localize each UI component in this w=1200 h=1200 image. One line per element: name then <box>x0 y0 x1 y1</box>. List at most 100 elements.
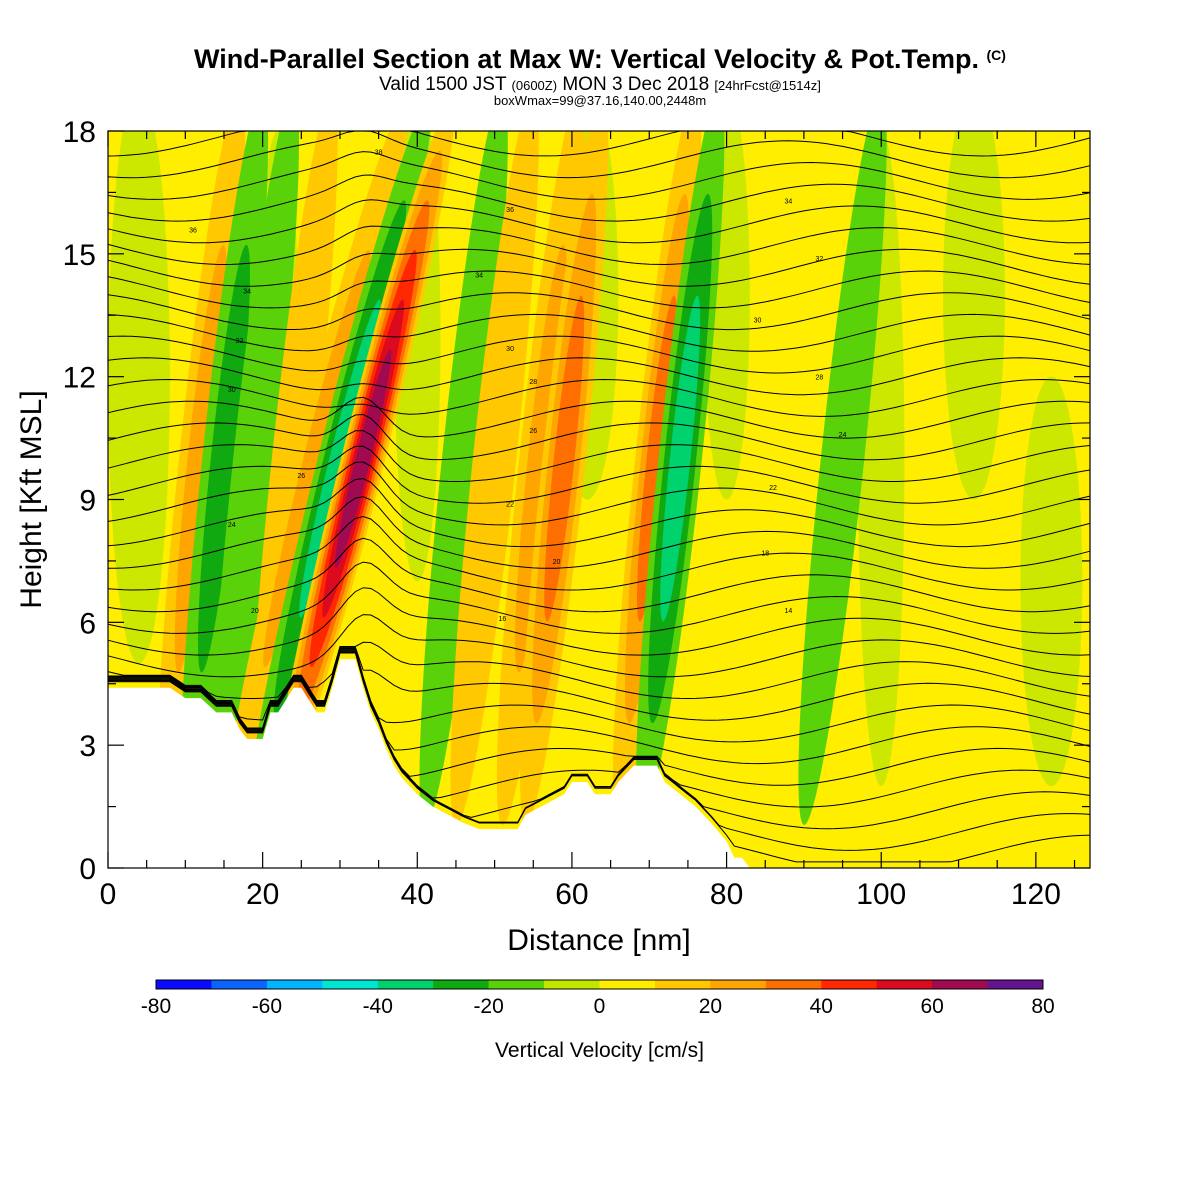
theta-contour-label: 36 <box>189 227 197 234</box>
theta-contour-label: 34 <box>243 289 251 296</box>
theta-contour-line <box>107 270 1091 309</box>
theta-contour-labels: 38 36 36 34 34 34 32 32 30 30 30 28 28 26 26 24 24 22 22 20… <box>189 149 846 623</box>
theta-contour-label: 28 <box>815 375 823 382</box>
colorbar-label: Vertical Velocity [cm/s] <box>495 1039 704 1062</box>
colorbar-swatch <box>377 980 434 989</box>
colorbar-tick-label: 60 <box>920 995 943 1018</box>
y-tick-label: 3 <box>79 730 96 763</box>
y-tick-label: 9 <box>79 485 96 518</box>
updraft-plume <box>263 249 371 668</box>
theta-contour-line <box>107 199 1091 244</box>
theta-contour-line <box>107 378 1091 417</box>
theta-contour-label: 26 <box>529 428 537 435</box>
axis-ticks <box>107 130 1090 869</box>
theta-contours <box>107 130 1091 863</box>
colorbar-tick-label: -80 <box>141 995 171 1018</box>
theta-contour-line <box>107 537 1091 613</box>
y-axis-label: Height [Kft MSL] <box>15 390 48 608</box>
theta-contour-line <box>107 614 1091 678</box>
x-tick-label: 0 <box>100 878 117 911</box>
theta-contour-line <box>107 357 1091 396</box>
theta-contour-line <box>108 651 1091 851</box>
chart-title: Wind-Parallel Section at Max W: Vertical… <box>0 44 1200 75</box>
theta-contour-line <box>107 225 1091 266</box>
colorbar-frame <box>155 979 1044 990</box>
colorbar-swatch <box>876 980 933 989</box>
x-tick-label: 80 <box>710 878 743 911</box>
y-tick-label: 0 <box>79 853 96 886</box>
x-tick-label: 40 <box>401 878 434 911</box>
theta-contour-line <box>107 561 1091 634</box>
colorbar-tick-label: -60 <box>252 995 282 1018</box>
x-tick-label: 60 <box>555 878 588 911</box>
colorbar-swatch <box>599 980 656 989</box>
theta-contour-label: 30 <box>754 317 762 324</box>
theta-contour-line <box>107 248 1091 287</box>
theta-contour-line <box>108 652 1091 863</box>
x-tick-label: 20 <box>246 878 279 911</box>
theta-contour-line <box>107 130 1091 179</box>
y-tick-label: 15 <box>63 239 96 272</box>
theta-contour-line <box>107 174 1091 222</box>
theta-contour-label: 32 <box>815 256 823 263</box>
box-info: boxWmax=99@37.16,140.00,2448m <box>493 93 707 108</box>
theta-contour-line <box>107 587 1091 656</box>
theta-contour-label: 36 <box>506 207 514 214</box>
theta-contour-label: 34 <box>475 272 483 279</box>
theta-contour-label: 24 <box>228 522 236 529</box>
x-axis-label: Distance [nm] <box>507 924 690 957</box>
colorbar-swatch <box>266 980 323 989</box>
updraft-plume <box>637 295 677 622</box>
downdraft-plume <box>210 131 300 826</box>
theta-contour-line <box>107 515 1091 591</box>
theta-contour-line <box>107 496 1091 569</box>
weak-descent-region <box>1020 376 1083 787</box>
theta-contour-line <box>107 396 1091 439</box>
colorbar-swatch <box>156 980 212 989</box>
theta-contour-line <box>108 650 1091 830</box>
y-tick-label: 18 <box>63 116 96 149</box>
theta-contour-line <box>107 641 1091 700</box>
colorbar-swatch <box>987 980 1044 989</box>
updraft-plume <box>174 244 227 673</box>
colorbar-tick-label: -40 <box>363 995 393 1018</box>
theta-contour-line <box>108 650 1091 808</box>
theta-contour-line <box>108 646 1091 721</box>
theta-contour-label: 30 <box>506 346 514 353</box>
theta-contour-line <box>108 648 1091 765</box>
theta-contour-label: 20 <box>553 559 561 566</box>
valid-utc: (0600Z) <box>511 78 558 93</box>
colorbar-swatch <box>821 980 878 989</box>
colorbar-swatch <box>765 980 822 989</box>
updraft-plume <box>515 244 568 673</box>
forecast-info: [24hrFcst@1514z] <box>714 78 821 93</box>
updraft-plume <box>334 349 392 568</box>
colorbar-swatch <box>932 980 989 989</box>
colorbar-swatch <box>488 980 545 989</box>
x-tick-label: 120 <box>1011 878 1061 911</box>
updraft-plume <box>544 295 585 622</box>
colorbar-tick-label: -20 <box>473 995 503 1018</box>
theta-contour-line <box>107 413 1091 461</box>
theta-contour-label: 16 <box>498 616 506 623</box>
theta-contour-label: 32 <box>236 338 244 345</box>
colorbar-tick-label: 20 <box>699 995 722 1018</box>
downdraft-plume <box>299 299 381 618</box>
x-tick-label: 100 <box>856 878 906 911</box>
theta-contour-line <box>107 430 1091 483</box>
theta-contour-line <box>108 649 1091 786</box>
theta-contour-line <box>107 292 1091 331</box>
downdraft-plume <box>419 131 508 826</box>
colorbar-swatch <box>322 980 379 989</box>
downdraft-plume <box>660 295 701 622</box>
colorbar: -80 -60 -40 -20 0 20 40 60 80 Vertical Velocity [… <box>141 979 1055 1062</box>
colorbar-tick-label: 0 <box>594 995 606 1018</box>
chart-subtitle: Valid 1500 JST (0600Z) MON 3 Dec 2018 [2… <box>0 74 1200 96</box>
theta-contour-label: 38 <box>375 149 383 156</box>
colorbar-tick-label: 80 <box>1031 995 1054 1018</box>
chart-title-suffix: (C) <box>986 47 1006 63</box>
colorbar-swatch <box>654 980 711 989</box>
y-tick-label: 12 <box>63 362 96 395</box>
theta-contour-label: 18 <box>761 551 769 558</box>
